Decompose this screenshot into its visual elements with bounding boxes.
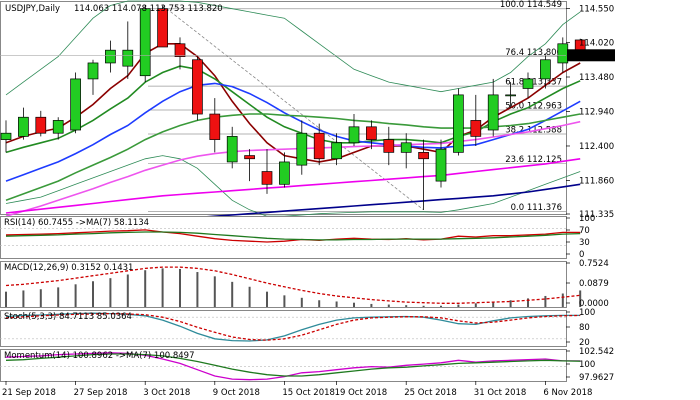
candle-body-23 <box>400 142 412 153</box>
price-tick-label-0: 114.550 <box>579 5 614 15</box>
stoch-label: Stoch(5,3,3) 84.7113 85.0364 <box>4 312 132 322</box>
x-tick-label-0: 21 Sep 2018 <box>2 388 56 398</box>
candle-body-18 <box>313 132 325 160</box>
price-tick-label-1: 114.020 <box>579 39 614 49</box>
stoch-pane-frame <box>0 310 567 347</box>
moving-average-4 <box>5 120 581 217</box>
fib-label-5: 23.6 112.125 <box>505 155 562 165</box>
x-tick-label-4: 15 Oct 2018 <box>282 388 335 398</box>
candle-body-8 <box>139 8 151 77</box>
moving-average-3 <box>5 113 581 202</box>
candle-body-15 <box>261 171 273 185</box>
candle-body-0 <box>0 132 12 140</box>
indicator-panes: RSI(14) 60.7455 ->MA(7) 58.1134 100 70 30 0 M… <box>0 214 614 383</box>
candle-body-25 <box>435 148 447 182</box>
rsi-tick-label-0: 100 <box>579 214 595 224</box>
candle-body-19 <box>331 142 342 160</box>
candle-body-30 <box>522 78 534 89</box>
fib-label-1: 76.4 113.800 <box>505 48 562 58</box>
moving-average-2 <box>5 82 581 182</box>
moving-average-0 <box>5 42 581 163</box>
momentum-tick-label-0: 102.542 <box>579 347 614 357</box>
candle-body-27 <box>470 120 482 137</box>
candle-body-11 <box>192 59 203 115</box>
candle-body-5 <box>87 62 99 80</box>
macd-label: MACD(12,26,9) 0.3152 0.1431 <box>4 263 133 273</box>
candle-body-24 <box>418 152 429 160</box>
price-tick-label-3: 112.940 <box>579 107 614 117</box>
macd-tick-label-2: 0.0000 <box>579 299 609 309</box>
candle-body-6 <box>105 49 116 64</box>
price-tick-label-5: 111.860 <box>579 176 614 186</box>
candle-body-2 <box>35 116 47 134</box>
fib-label-2: 61.8 113.337 <box>505 78 562 88</box>
candle-body-9 <box>157 8 168 48</box>
fib-label-3: 50.0 112.963 <box>505 102 562 112</box>
stoch-line-1 <box>5 312 581 341</box>
candle-body-16 <box>279 161 290 185</box>
candle-body-12 <box>209 113 221 140</box>
momentum-tick-label-2: 97.9627 <box>579 373 614 383</box>
price-tick-label-6: 111.335 <box>579 210 614 220</box>
candle-body-10 <box>174 43 186 57</box>
candle-body-29 <box>505 94 516 97</box>
chart-ohlc: 114.063 114.078 113.753 113.820 <box>74 4 223 14</box>
candle-body-14 <box>244 155 255 160</box>
x-axis: 21 Sep 2018 27 Sep 2018 3 Oct 2018 9 Oct 20… <box>2 381 592 398</box>
stoch-tick-label-0: 100 <box>579 308 595 318</box>
last-price-label: 113.820 <box>579 51 614 61</box>
x-tick-label-6: 25 Oct 2018 <box>404 388 457 398</box>
candle-body-4 <box>70 78 81 131</box>
x-tick-label-8: 6 Nov 2018 <box>543 388 592 398</box>
macd-tick-label-0: 0.7524 <box>579 259 609 269</box>
fib-trendline <box>162 5 424 211</box>
x-tick-label-5: 19 Oct 2018 <box>335 388 388 398</box>
candle-body-28 <box>487 94 499 131</box>
stoch-tick-label-2: 20 <box>579 338 590 348</box>
last-price-badge <box>567 49 615 62</box>
price-tick-label-2: 113.480 <box>579 73 614 83</box>
macd-line-0 <box>5 266 581 304</box>
x-tick-label-1: 27 Sep 2018 <box>74 388 128 398</box>
fib-label-6: 0.0 111.376 <box>511 203 562 213</box>
bb-upper-band <box>5 0 581 96</box>
rsi-line-1 <box>5 231 581 241</box>
stoch-tick-label-1: 80 <box>579 323 590 333</box>
x-tick-label-7: 31 Oct 2018 <box>474 388 527 398</box>
candle-body-31 <box>540 59 551 80</box>
rsi-tick-label-1: 70 <box>579 226 590 236</box>
x-tick-label-3: 9 Oct 2018 <box>213 388 260 398</box>
fib-label-0: 100.0 114.549 <box>500 0 562 10</box>
x-tick-label-2: 3 Oct 2018 <box>143 388 190 398</box>
candle-body-22 <box>383 139 395 153</box>
rsi-label: RSI(14) 60.7455 ->MA(7) 58.1134 <box>4 218 149 228</box>
price-tick-label-4: 112.400 <box>579 142 614 152</box>
candle-body-13 <box>226 136 238 163</box>
candle-body-3 <box>52 120 64 134</box>
rsi-pane-frame <box>0 216 567 259</box>
candle-body-20 <box>348 126 360 144</box>
rsi-tick-label-3: 0 <box>579 250 584 260</box>
price-pane: 100.0 114.549 76.4 113.800 61.8 113.337 50.… <box>0 0 615 240</box>
rsi-line-0 <box>5 229 581 243</box>
candle-body-1 <box>18 116 29 137</box>
candle-body-17 <box>296 132 308 166</box>
momentum-tick-label-1: 100 <box>579 360 595 370</box>
candle-body-32 <box>557 43 569 64</box>
momentum-line-1 <box>5 353 581 377</box>
moving-average-5 <box>5 158 581 214</box>
chart-symbol: USDJPY,Daily <box>5 4 60 14</box>
macd-tick-label-1: 0.0879 <box>579 279 609 289</box>
candle-body-21 <box>366 126 377 140</box>
momentum-label: Momentum(14) 100.8962 ->MA(7) 100.8497 <box>4 351 194 361</box>
momentum-line-0 <box>5 352 581 381</box>
candle-body-26 <box>453 94 464 153</box>
bb-lower-band <box>5 155 581 217</box>
rsi-tick-label-2: 30 <box>579 238 590 248</box>
candle-body-7 <box>122 49 134 67</box>
